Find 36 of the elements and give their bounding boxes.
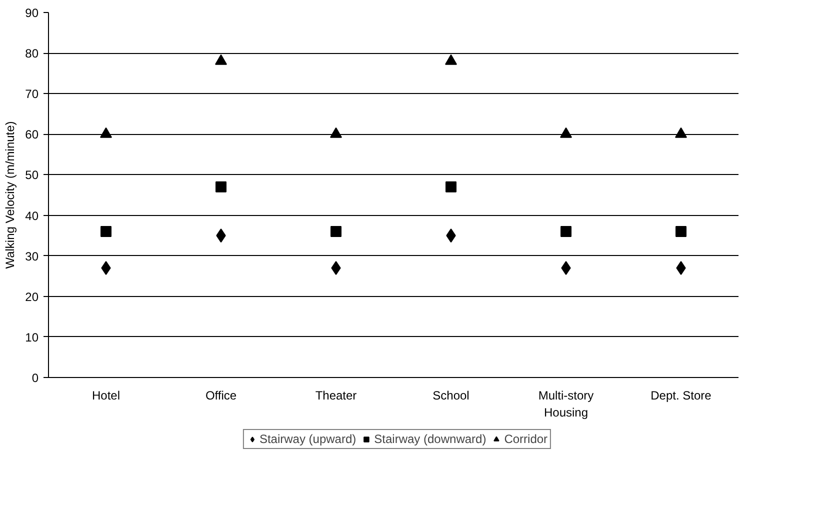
x-tick-label: Multi-story Housing: [538, 388, 594, 420]
x-tick-label: School: [432, 388, 470, 402]
point: [101, 261, 111, 275]
point: [216, 181, 226, 192]
y-tick-label: 60: [25, 128, 39, 142]
x-tick-label: Dept. Store: [650, 388, 712, 402]
legend-label: Corridor: [504, 432, 548, 446]
point: [561, 261, 571, 275]
point: [675, 127, 687, 138]
legend-label: Stairway (downward): [374, 432, 486, 446]
y-tick-label: 90: [25, 6, 39, 20]
y-tick-label: 40: [25, 208, 39, 223]
point: [330, 127, 342, 138]
point: [560, 127, 572, 138]
point: [215, 54, 227, 65]
y-tick-label: 20: [25, 290, 39, 304]
y-tick-label: 80: [25, 46, 39, 61]
y-tick-label: 70: [25, 87, 39, 102]
point: [331, 261, 341, 275]
x-tick-label: Theater: [315, 388, 357, 402]
point: [676, 226, 686, 237]
y-tick-label: 10: [25, 330, 39, 344]
y-tick-label: 0: [32, 371, 39, 385]
point: [330, 226, 342, 237]
y-tick-label: 50: [25, 168, 39, 182]
point: [560, 226, 572, 237]
legend-label: Stairway (upward): [259, 432, 356, 446]
point: [676, 261, 686, 275]
y-tick-label: 30: [25, 249, 39, 264]
point: [100, 127, 112, 138]
x-tick-label: Hotel: [92, 388, 120, 402]
point: [445, 54, 457, 65]
point: [100, 226, 112, 237]
point: [446, 181, 456, 192]
x-tick-label: Office: [205, 388, 237, 402]
y-axis-title: Walking Velocity (m/minute): [3, 121, 18, 269]
